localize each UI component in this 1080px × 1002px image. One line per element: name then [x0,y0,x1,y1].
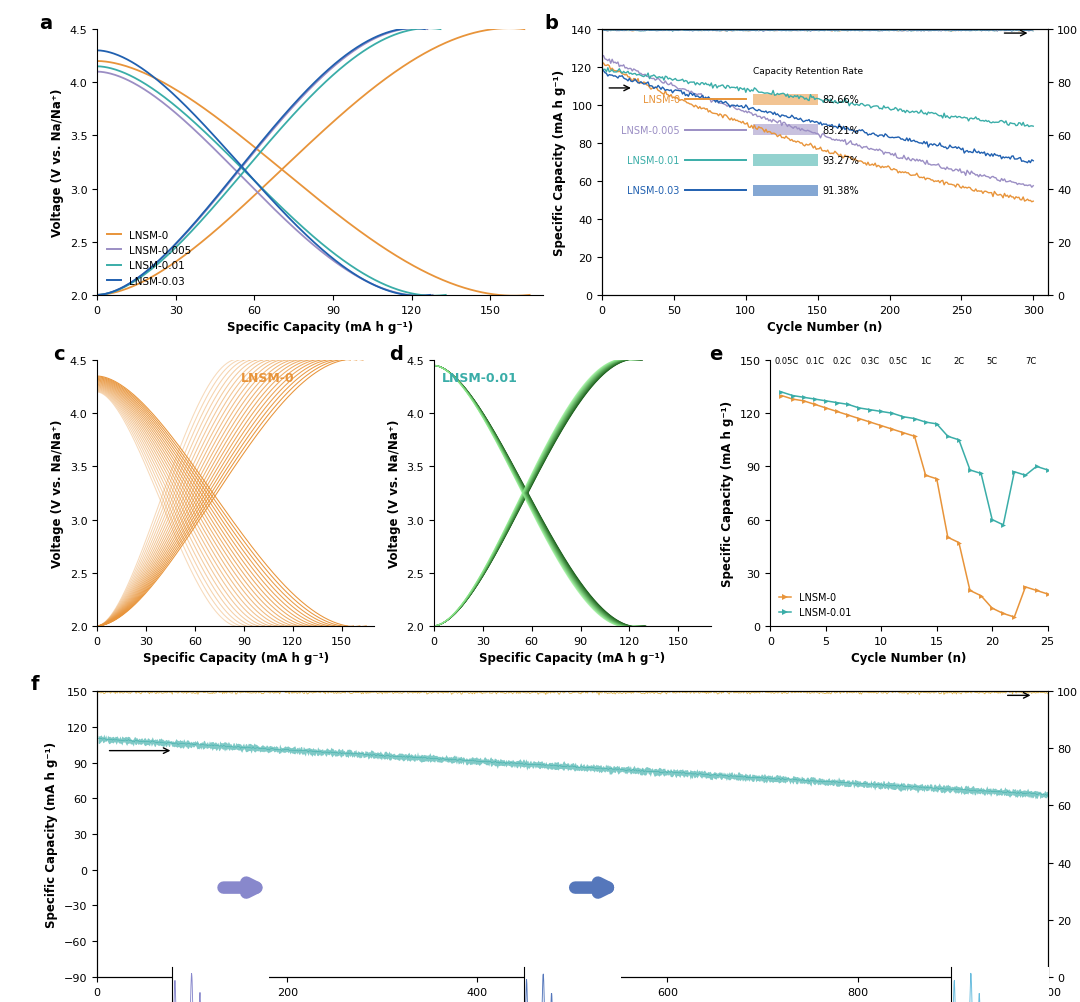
Y-axis label: Specific Capacity (mA h g⁻¹): Specific Capacity (mA h g⁻¹) [553,70,566,256]
Bar [753,94,818,106]
Bar [753,125,818,136]
X-axis label: Specific Capacity (mA h g⁻¹): Specific Capacity (mA h g⁻¹) [480,651,665,664]
X-axis label: Specific Capacity (mA h g⁻¹): Specific Capacity (mA h g⁻¹) [227,321,413,334]
Text: LNSM-0: LNSM-0 [643,95,679,105]
Text: 5C: 5C [987,357,998,366]
Text: f: f [30,674,39,693]
Bar [753,155,818,166]
Text: 0.3C: 0.3C [861,357,880,366]
Text: LNSM-0.005: LNSM-0.005 [621,125,679,135]
Y-axis label: Specific Capacity (mA h g⁻¹): Specific Capacity (mA h g⁻¹) [45,741,58,927]
Text: 83.21%: 83.21% [822,125,859,135]
Text: Capacity Retention Rate: Capacity Retention Rate [753,67,863,76]
Text: 0.5C: 0.5C [889,357,907,366]
Y-axis label: Voltage (V vs. Na/Na⁺): Voltage (V vs. Na/Na⁺) [51,420,64,567]
Text: LNSM-0.01: LNSM-0.01 [627,156,679,166]
Text: b: b [544,14,558,33]
Y-axis label: Voltage (V vs. Na/Na⁺): Voltage (V vs. Na/Na⁺) [51,89,64,236]
Text: 82.66%: 82.66% [822,95,859,105]
Text: 0.1C: 0.1C [806,357,824,366]
Y-axis label: Specific Capacity (mA h g⁻¹): Specific Capacity (mA h g⁻¹) [721,401,734,586]
Legend: LNSM-0, LNSM-0.005, LNSM-0.01, LNSM-0.03: LNSM-0, LNSM-0.005, LNSM-0.01, LNSM-0.03 [103,226,195,291]
Text: LNSM-0.03: LNSM-0.03 [627,186,679,196]
Text: c: c [53,345,65,364]
Bar [753,185,818,197]
Text: a: a [39,14,53,33]
Text: 0.2C: 0.2C [833,357,852,366]
Text: 93.27%: 93.27% [822,156,859,166]
X-axis label: Cycle Number (n): Cycle Number (n) [767,321,882,334]
Y-axis label: Voltage (V vs. Na/Na⁺): Voltage (V vs. Na/Na⁺) [388,420,401,567]
Legend: LNSM-0, LNSM-0.01: LNSM-0, LNSM-0.01 [775,589,855,621]
Text: 7C: 7C [1025,357,1037,366]
Text: 0.05C: 0.05C [775,357,799,366]
Text: 1C: 1C [920,357,931,366]
Text: 2C: 2C [954,357,964,366]
Text: d: d [390,345,403,364]
Text: 91.38%: 91.38% [822,186,859,196]
Text: e: e [710,345,723,364]
Text: LNSM-0: LNSM-0 [241,372,295,385]
Text: LNSM-0.01: LNSM-0.01 [442,372,518,385]
X-axis label: Cycle Number (n): Cycle Number (n) [851,651,967,664]
X-axis label: Specific Capacity (mA h g⁻¹): Specific Capacity (mA h g⁻¹) [143,651,329,664]
